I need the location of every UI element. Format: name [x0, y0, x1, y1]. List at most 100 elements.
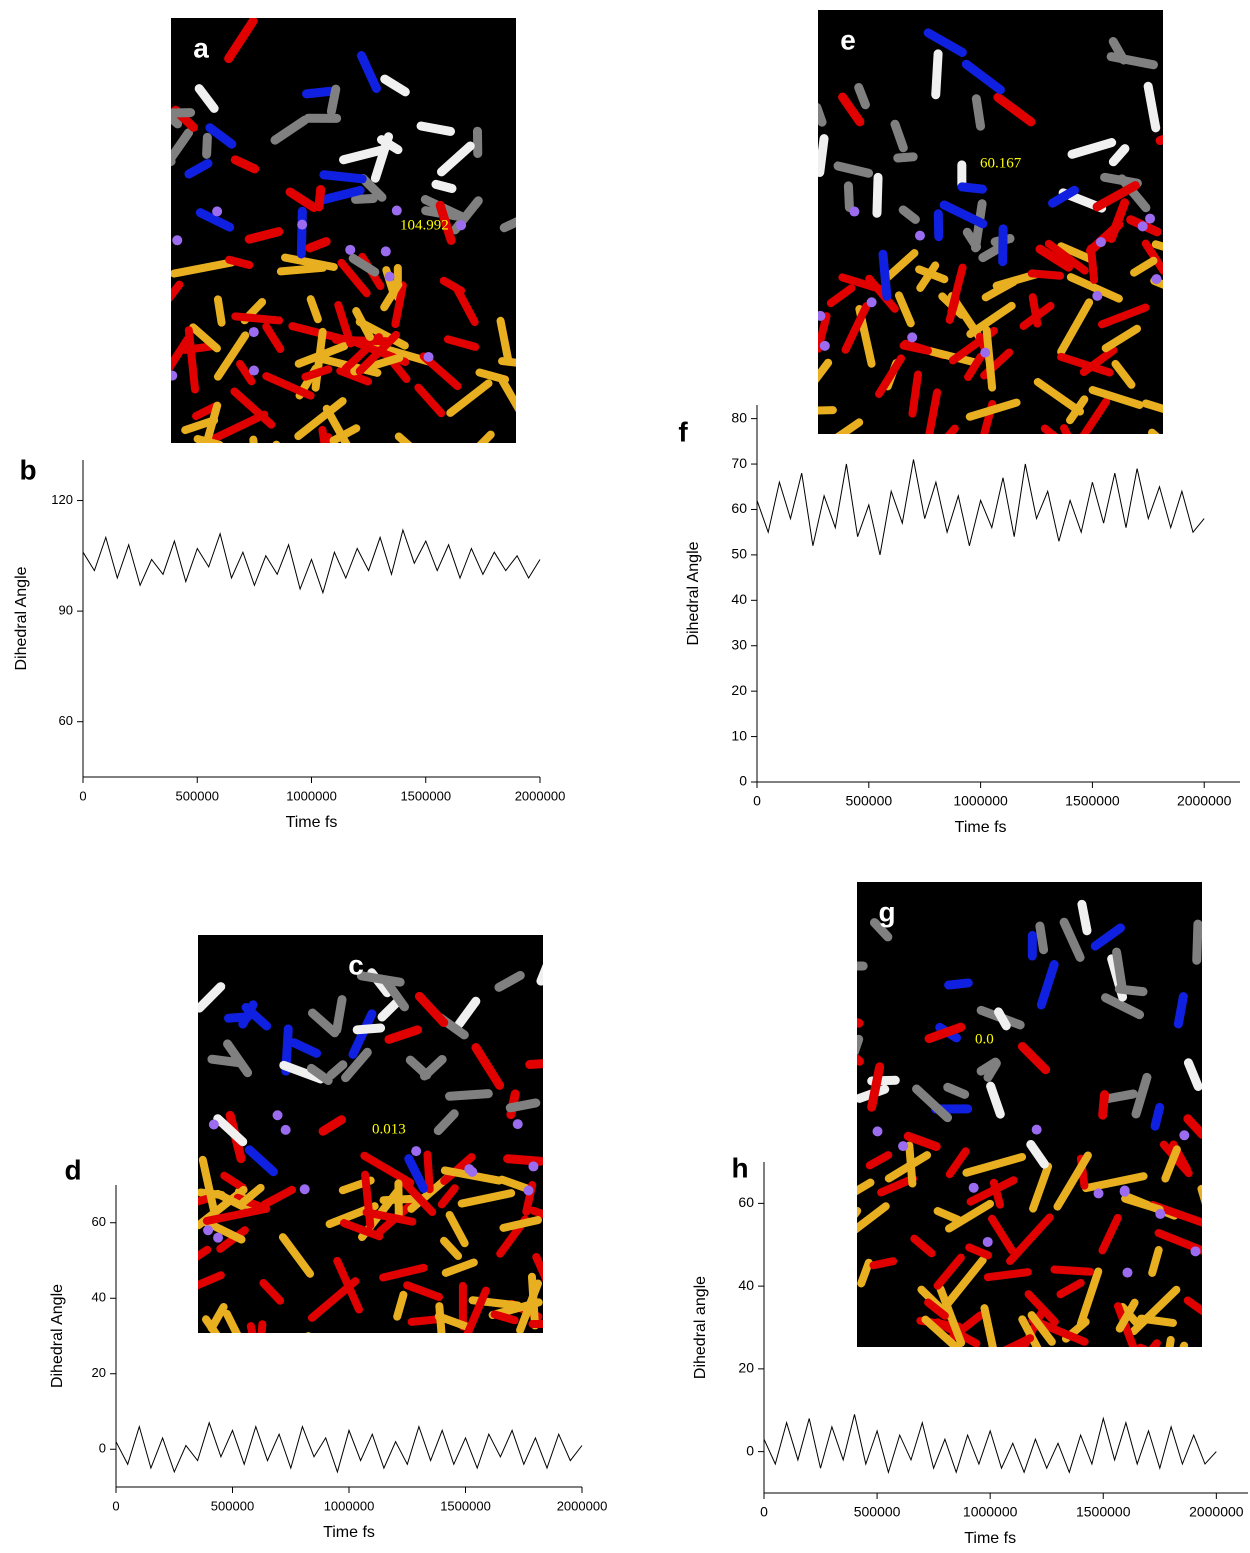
data-line [115, 1421, 583, 1474]
rod [404, 1154, 429, 1193]
rod [498, 377, 516, 413]
rod [921, 1315, 962, 1347]
rod [355, 330, 401, 376]
rod [861, 1353, 912, 1363]
rod [244, 227, 284, 244]
y-tick-label: 30 [731, 636, 747, 652]
rod [947, 263, 967, 316]
rod [965, 398, 1021, 421]
rod [1029, 1162, 1053, 1213]
ion [171, 370, 178, 381]
rod [352, 1023, 386, 1035]
rod [532, 1252, 543, 1282]
ion [872, 1126, 883, 1137]
rod [380, 280, 403, 312]
rod [1183, 1058, 1202, 1091]
rod [394, 432, 413, 443]
rod [1050, 1265, 1095, 1276]
rod [362, 1208, 417, 1226]
rod [307, 1008, 340, 1038]
panel-label: d [64, 1154, 81, 1185]
x-tick-label: 1500000 [1076, 1504, 1131, 1520]
y-axis-title: Dihedral Angle [13, 566, 30, 670]
rod [1161, 1145, 1181, 1183]
rod [171, 280, 184, 303]
rod [305, 1332, 311, 1333]
x-tick-label: 1000000 [963, 1504, 1018, 1520]
y-tick-label: 20 [738, 1360, 754, 1376]
rod [332, 995, 347, 1035]
rod [826, 284, 856, 308]
rod [878, 249, 892, 301]
ion [1092, 290, 1103, 301]
ion [849, 206, 860, 217]
y-tick-label: 40 [738, 1277, 754, 1293]
rod [1148, 1246, 1163, 1277]
image-background [198, 935, 543, 1333]
rod [854, 83, 870, 110]
rod [239, 1183, 265, 1207]
rod [912, 1084, 953, 1123]
rod [306, 295, 322, 324]
rod [1098, 1090, 1110, 1120]
molecule-render [171, 18, 516, 443]
rod [207, 1302, 228, 1333]
rod [326, 84, 341, 116]
ion [297, 219, 308, 230]
rod [435, 1302, 446, 1333]
molecule-image [818, 10, 1163, 471]
rod [1002, 1334, 1035, 1347]
rod [236, 359, 256, 386]
ion [1095, 237, 1106, 248]
data-line [82, 528, 541, 595]
y-tick-label: 60 [738, 1194, 754, 1210]
rod [391, 281, 407, 329]
x-tick-label: 500000 [176, 788, 219, 803]
rod [431, 179, 457, 194]
ion [1155, 1208, 1166, 1219]
panel-label: b [19, 454, 36, 485]
rod [910, 1234, 936, 1258]
rod [1098, 1213, 1122, 1255]
rod [198, 1245, 212, 1261]
rod [1197, 1184, 1202, 1205]
rod [306, 1063, 333, 1086]
rod [171, 258, 236, 278]
rod [270, 115, 310, 145]
rod [818, 406, 837, 415]
rod [923, 28, 967, 57]
rod [351, 193, 378, 204]
rod [184, 326, 200, 394]
rod [818, 358, 833, 383]
rod [171, 128, 194, 166]
rod [1056, 1278, 1085, 1299]
rod [441, 1258, 478, 1277]
rod [348, 253, 380, 277]
y-tick-label: 40 [731, 591, 747, 607]
rod [1083, 452, 1104, 471]
rod [988, 1214, 1016, 1255]
rod [443, 335, 480, 351]
rod [966, 301, 1016, 338]
rod [497, 1175, 533, 1194]
rod [356, 971, 405, 987]
rod [1052, 440, 1094, 468]
rod [1173, 992, 1188, 1029]
rod [171, 157, 176, 167]
rod [377, 996, 403, 1022]
rod [326, 1060, 348, 1080]
rod [370, 132, 394, 183]
ion [982, 1236, 993, 1247]
molecule-render [857, 882, 1202, 1363]
rod [857, 1034, 864, 1058]
rod [1066, 273, 1123, 303]
rod [1115, 1298, 1139, 1333]
rod [262, 322, 285, 353]
rod [939, 200, 988, 229]
rod [384, 1025, 423, 1044]
rod [499, 1216, 542, 1232]
ion [907, 332, 918, 343]
molecule-render [198, 935, 543, 1333]
rod [437, 1184, 459, 1209]
